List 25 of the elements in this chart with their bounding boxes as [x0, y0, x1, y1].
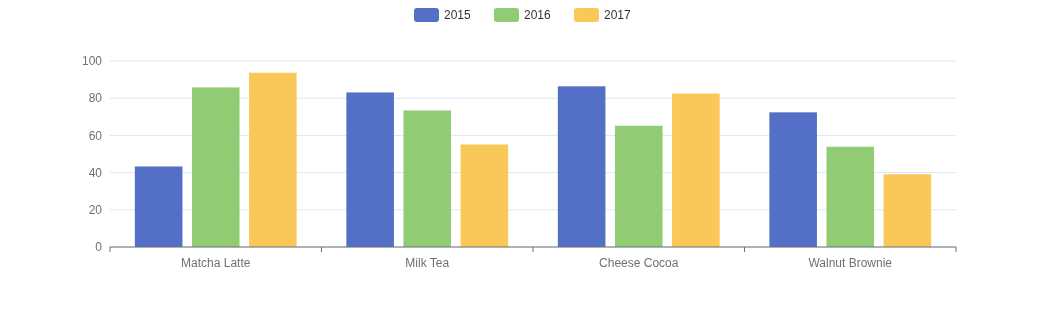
bar: [460, 144, 509, 247]
bar: [769, 112, 817, 247]
y-tick-label: 100: [81, 54, 103, 69]
legend-label: 2017: [604, 8, 632, 23]
y-tick-label: 60: [88, 128, 103, 143]
bar: [883, 174, 932, 247]
bar: [249, 72, 297, 247]
y-tick-label: 80: [88, 91, 103, 106]
bar: [346, 92, 394, 247]
legend-label: 2016: [524, 8, 552, 23]
x-tick-label: Cheese Cocoa: [599, 256, 679, 270]
y-tick-label: 20: [88, 203, 103, 217]
bar: [672, 93, 720, 247]
bar: [134, 166, 183, 247]
bar: [191, 87, 240, 247]
x-tick-label: Matcha Latte: [181, 256, 251, 270]
x-tick-label: Milk Tea: [405, 256, 450, 270]
bar: [826, 146, 875, 247]
y-tick-label: 0: [95, 240, 103, 255]
y-tick-label: 40: [88, 165, 103, 180]
bar: [614, 125, 663, 247]
x-tick-label: Walnut Brownie: [808, 256, 893, 270]
bar: [403, 110, 452, 247]
bar: [557, 86, 606, 247]
legend-label: 2015: [444, 8, 472, 23]
